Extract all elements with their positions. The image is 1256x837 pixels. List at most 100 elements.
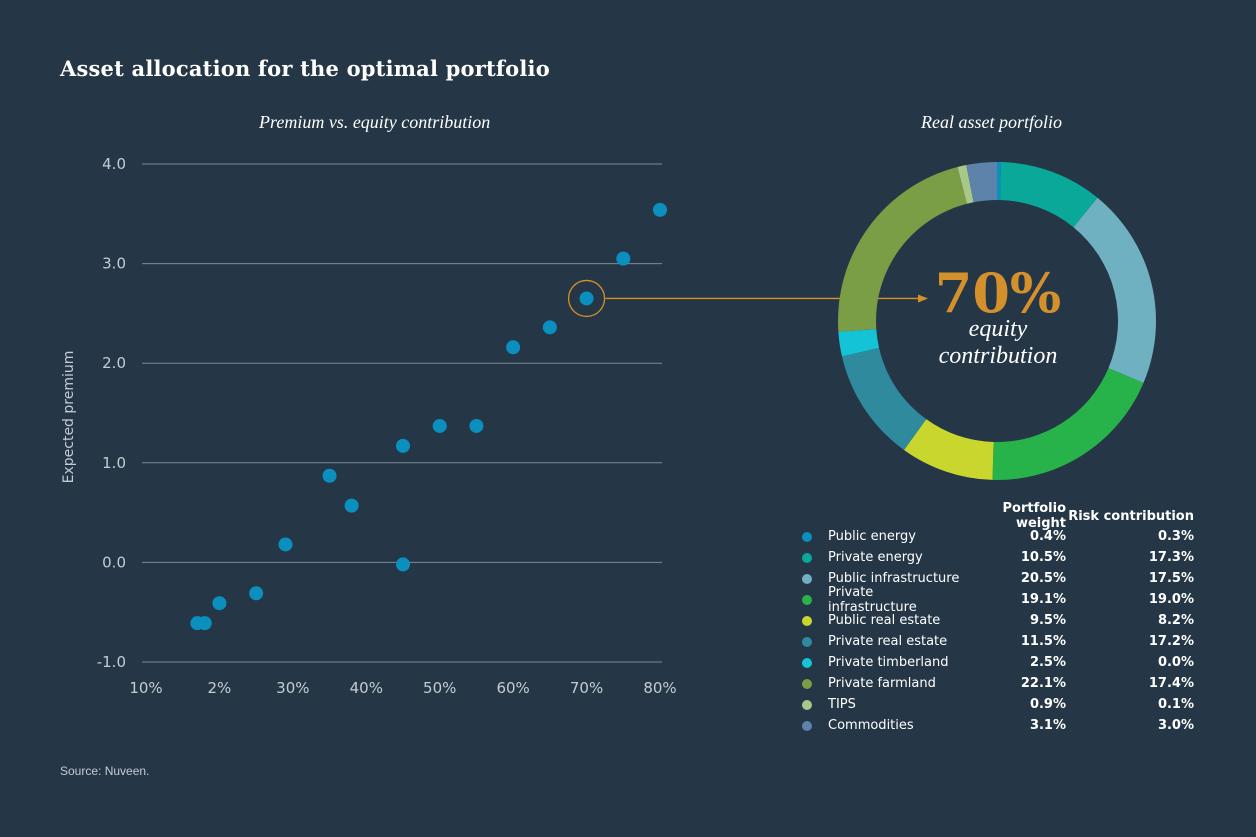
legend-row: Commodities 3.1% 3.0% [798, 715, 1202, 736]
legend-row: Private timberland 2.5% 0.0% [798, 652, 1202, 673]
legend-swatch [802, 552, 812, 563]
center-label-line2: contribution [938, 343, 1058, 369]
x-tick-label: 40% [350, 679, 383, 697]
highlight-ring [567, 279, 606, 318]
legend-row: Private real estate 11.5% 17.2% [798, 631, 1202, 652]
legend-name: Private timberland [798, 655, 966, 670]
legend-name: Commodities [798, 718, 966, 733]
legend-row: Private infrastructure 19.1% 19.0% [798, 585, 1202, 615]
center-label: equity contribution [898, 316, 1098, 370]
legend-label: Public real estate [828, 613, 941, 628]
scatter-point [197, 616, 212, 631]
legend-risk: 19.0% [1148, 592, 1194, 607]
legend-label: Public infrastructure [828, 571, 960, 586]
legend-table: Portfolio weight Risk contribution Publi… [798, 501, 1202, 736]
scatter-point [616, 251, 631, 266]
legend-weight: 2.5% [1029, 655, 1066, 670]
x-tick-label: 2% [208, 679, 232, 697]
center-label-line1: equity [968, 316, 1028, 342]
legend-swatch [802, 573, 812, 584]
y-tick-label: 3.0 [102, 255, 126, 273]
legend-name: Public real estate [798, 613, 966, 628]
scatter-point [212, 596, 227, 611]
scatter-point [396, 438, 410, 453]
scatter-point [322, 468, 337, 483]
legend-risk: 0.0% [1157, 655, 1194, 670]
legend-label: Private timberland [828, 655, 949, 670]
donut-slice [966, 162, 997, 203]
legend-weight: 0.4% [1029, 529, 1066, 544]
x-tick-label: 10% [129, 679, 162, 697]
legend-row: Private farmland 22.1% 17.4% [798, 673, 1202, 694]
scatter-point [469, 418, 484, 433]
legend-row: TIPS 0.9% 0.1% [798, 694, 1202, 715]
legend-swatch [802, 615, 812, 626]
legend-risk: 8.2% [1157, 613, 1194, 628]
x-tick-label: 30% [276, 679, 309, 697]
legend-label: Commodities [828, 718, 914, 733]
y-tick-label: 0.0 [102, 553, 126, 571]
donut-slice [957, 165, 974, 204]
x-tick-label: 70% [570, 679, 603, 697]
legend-weight: 11.5% [1020, 634, 1066, 649]
legend-risk: 0.1% [1157, 697, 1194, 712]
legend-row: Public infrastructure 20.5% 17.5% [798, 568, 1202, 589]
legend-label: Private infrastructure [827, 584, 917, 615]
legend-weight: 20.5% [1020, 571, 1066, 586]
legend-name: Public infrastructure [798, 571, 966, 586]
legend-row: Private energy 10.5% 17.3% [798, 547, 1202, 568]
legend-weight: 9.5% [1029, 613, 1066, 628]
donut-slice [997, 162, 1001, 201]
scatter-point [396, 557, 410, 572]
y-axis-label: Expected premium [61, 351, 77, 484]
legend-risk: 17.4% [1148, 676, 1194, 691]
legend-swatch [802, 699, 812, 710]
highlight-arrow-head [918, 294, 928, 303]
legend-swatch [802, 657, 812, 668]
legend-risk: 3.0% [1157, 718, 1194, 733]
legend-label: Private energy [828, 550, 923, 565]
donut-title: Real asset portfolio [921, 112, 1062, 132]
col-header-risk: Risk contribution [1068, 508, 1194, 524]
y-tick-label: -1.0 [97, 653, 126, 671]
legend-swatch [802, 720, 812, 731]
scatter-point [278, 537, 293, 552]
center-value: 70% [934, 261, 1062, 325]
donut-slice [838, 166, 967, 332]
scatter-point [542, 320, 557, 335]
legend-rows: Public energy 0.4% 0.3% Private energy 10.5%… [798, 526, 1202, 736]
donut-slice [904, 419, 994, 480]
scatter-point [579, 291, 594, 306]
legend-label: Private real estate [828, 634, 948, 649]
x-tick-label: 50% [423, 679, 456, 697]
scatter-point [506, 340, 521, 355]
legend-name: Private farmland [798, 676, 966, 691]
legend-risk: 0.3% [1157, 529, 1194, 544]
legend-name: Public energy [798, 529, 966, 544]
x-tick-label: 80% [643, 679, 676, 697]
legend-name: TIPS [798, 697, 966, 712]
donut-slice [841, 347, 927, 450]
legend-risk: 17.3% [1148, 550, 1194, 565]
legend-name: Private real estate [798, 634, 966, 649]
page-title: Asset allocation for the optimal portfol… [60, 56, 550, 81]
donut-slice [1073, 197, 1156, 383]
legend-risk: 17.2% [1148, 634, 1194, 649]
donut-slice [992, 368, 1144, 480]
scatter-point [249, 586, 264, 601]
col-header-weight: Portfolio weight [1002, 501, 1066, 531]
donut-slice [838, 329, 880, 357]
source-note: Source: Nuveen. [60, 764, 150, 778]
legend-label: Private farmland [828, 676, 936, 691]
legend-swatch [802, 594, 812, 605]
scatter-point [653, 202, 667, 217]
legend-header: Portfolio weight Risk contribution [798, 501, 1202, 531]
legend-row: Public energy 0.4% 0.3% [798, 526, 1202, 547]
y-tick-label: 1.0 [102, 454, 126, 472]
legend-row: Public real estate 9.5% 8.2% [798, 610, 1202, 631]
legend-weight: 3.1% [1029, 718, 1066, 733]
legend-swatch [802, 636, 812, 647]
scatter-point [344, 498, 359, 513]
x-tick-label: 60% [496, 679, 529, 697]
